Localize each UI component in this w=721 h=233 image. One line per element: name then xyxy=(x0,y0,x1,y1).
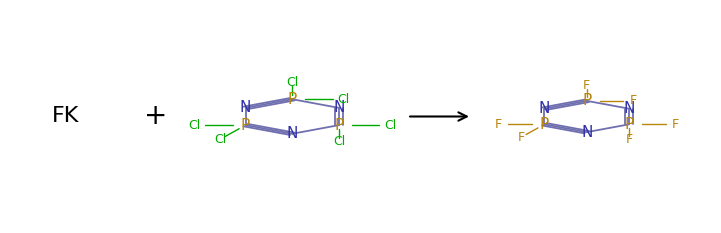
Text: Cl: Cl xyxy=(286,76,298,89)
Text: N: N xyxy=(539,101,550,116)
Text: F: F xyxy=(626,133,632,146)
Text: Cl: Cl xyxy=(337,93,350,106)
Text: Cl: Cl xyxy=(333,135,345,148)
Text: P: P xyxy=(335,118,343,133)
Text: Cl: Cl xyxy=(384,119,397,132)
Text: Cl: Cl xyxy=(214,133,226,146)
Text: N: N xyxy=(286,126,298,141)
Text: F: F xyxy=(629,94,637,107)
Text: FK: FK xyxy=(53,106,80,127)
Text: P: P xyxy=(582,93,591,108)
Text: F: F xyxy=(583,79,590,93)
Text: N: N xyxy=(333,100,345,115)
Text: F: F xyxy=(672,118,679,131)
Text: P: P xyxy=(540,117,549,132)
Text: +: + xyxy=(144,103,167,130)
Text: Cl: Cl xyxy=(188,119,200,132)
Text: P: P xyxy=(288,92,297,107)
Text: P: P xyxy=(241,118,250,133)
Text: P: P xyxy=(624,117,634,132)
Text: N: N xyxy=(581,125,593,140)
Text: F: F xyxy=(495,118,502,131)
Text: F: F xyxy=(518,131,525,144)
Text: N: N xyxy=(240,100,252,115)
Text: N: N xyxy=(624,101,634,116)
